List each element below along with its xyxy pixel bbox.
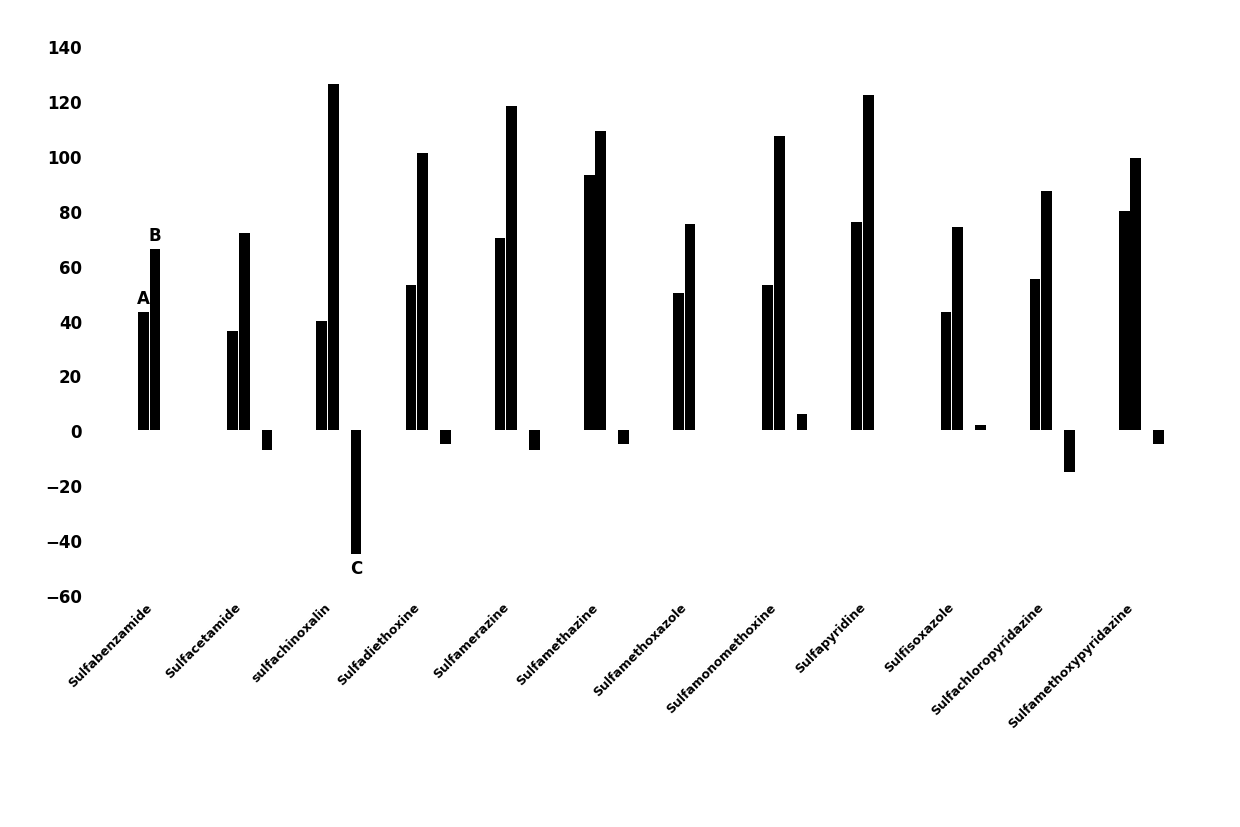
Bar [774, 137, 785, 431]
Bar [1029, 280, 1040, 431]
Bar [351, 431, 361, 554]
Bar [852, 222, 862, 431]
Bar [262, 431, 273, 450]
Bar [595, 131, 606, 431]
Bar [673, 294, 683, 431]
Bar [1042, 192, 1052, 431]
Bar [506, 108, 517, 431]
Text: A: A [136, 289, 150, 308]
Bar [952, 228, 962, 431]
Bar [1153, 431, 1164, 445]
Bar [796, 414, 807, 431]
Bar [619, 431, 629, 445]
Bar [495, 239, 506, 431]
Bar [584, 175, 595, 431]
Bar [417, 154, 428, 431]
Bar [1118, 212, 1130, 431]
Bar [763, 285, 773, 431]
Text: C: C [350, 560, 362, 578]
Text: B: B [149, 227, 161, 244]
Bar [863, 96, 874, 431]
Bar [316, 321, 327, 431]
Bar [405, 285, 417, 431]
Bar [975, 425, 986, 431]
Bar [529, 431, 539, 450]
Bar [440, 431, 450, 445]
Bar [227, 332, 238, 431]
Bar [138, 313, 149, 431]
Bar [1064, 431, 1075, 472]
Bar [1131, 160, 1141, 431]
Bar [150, 250, 160, 431]
Bar [239, 233, 249, 431]
Bar [329, 85, 339, 431]
Bar [684, 225, 696, 431]
Bar [941, 313, 951, 431]
